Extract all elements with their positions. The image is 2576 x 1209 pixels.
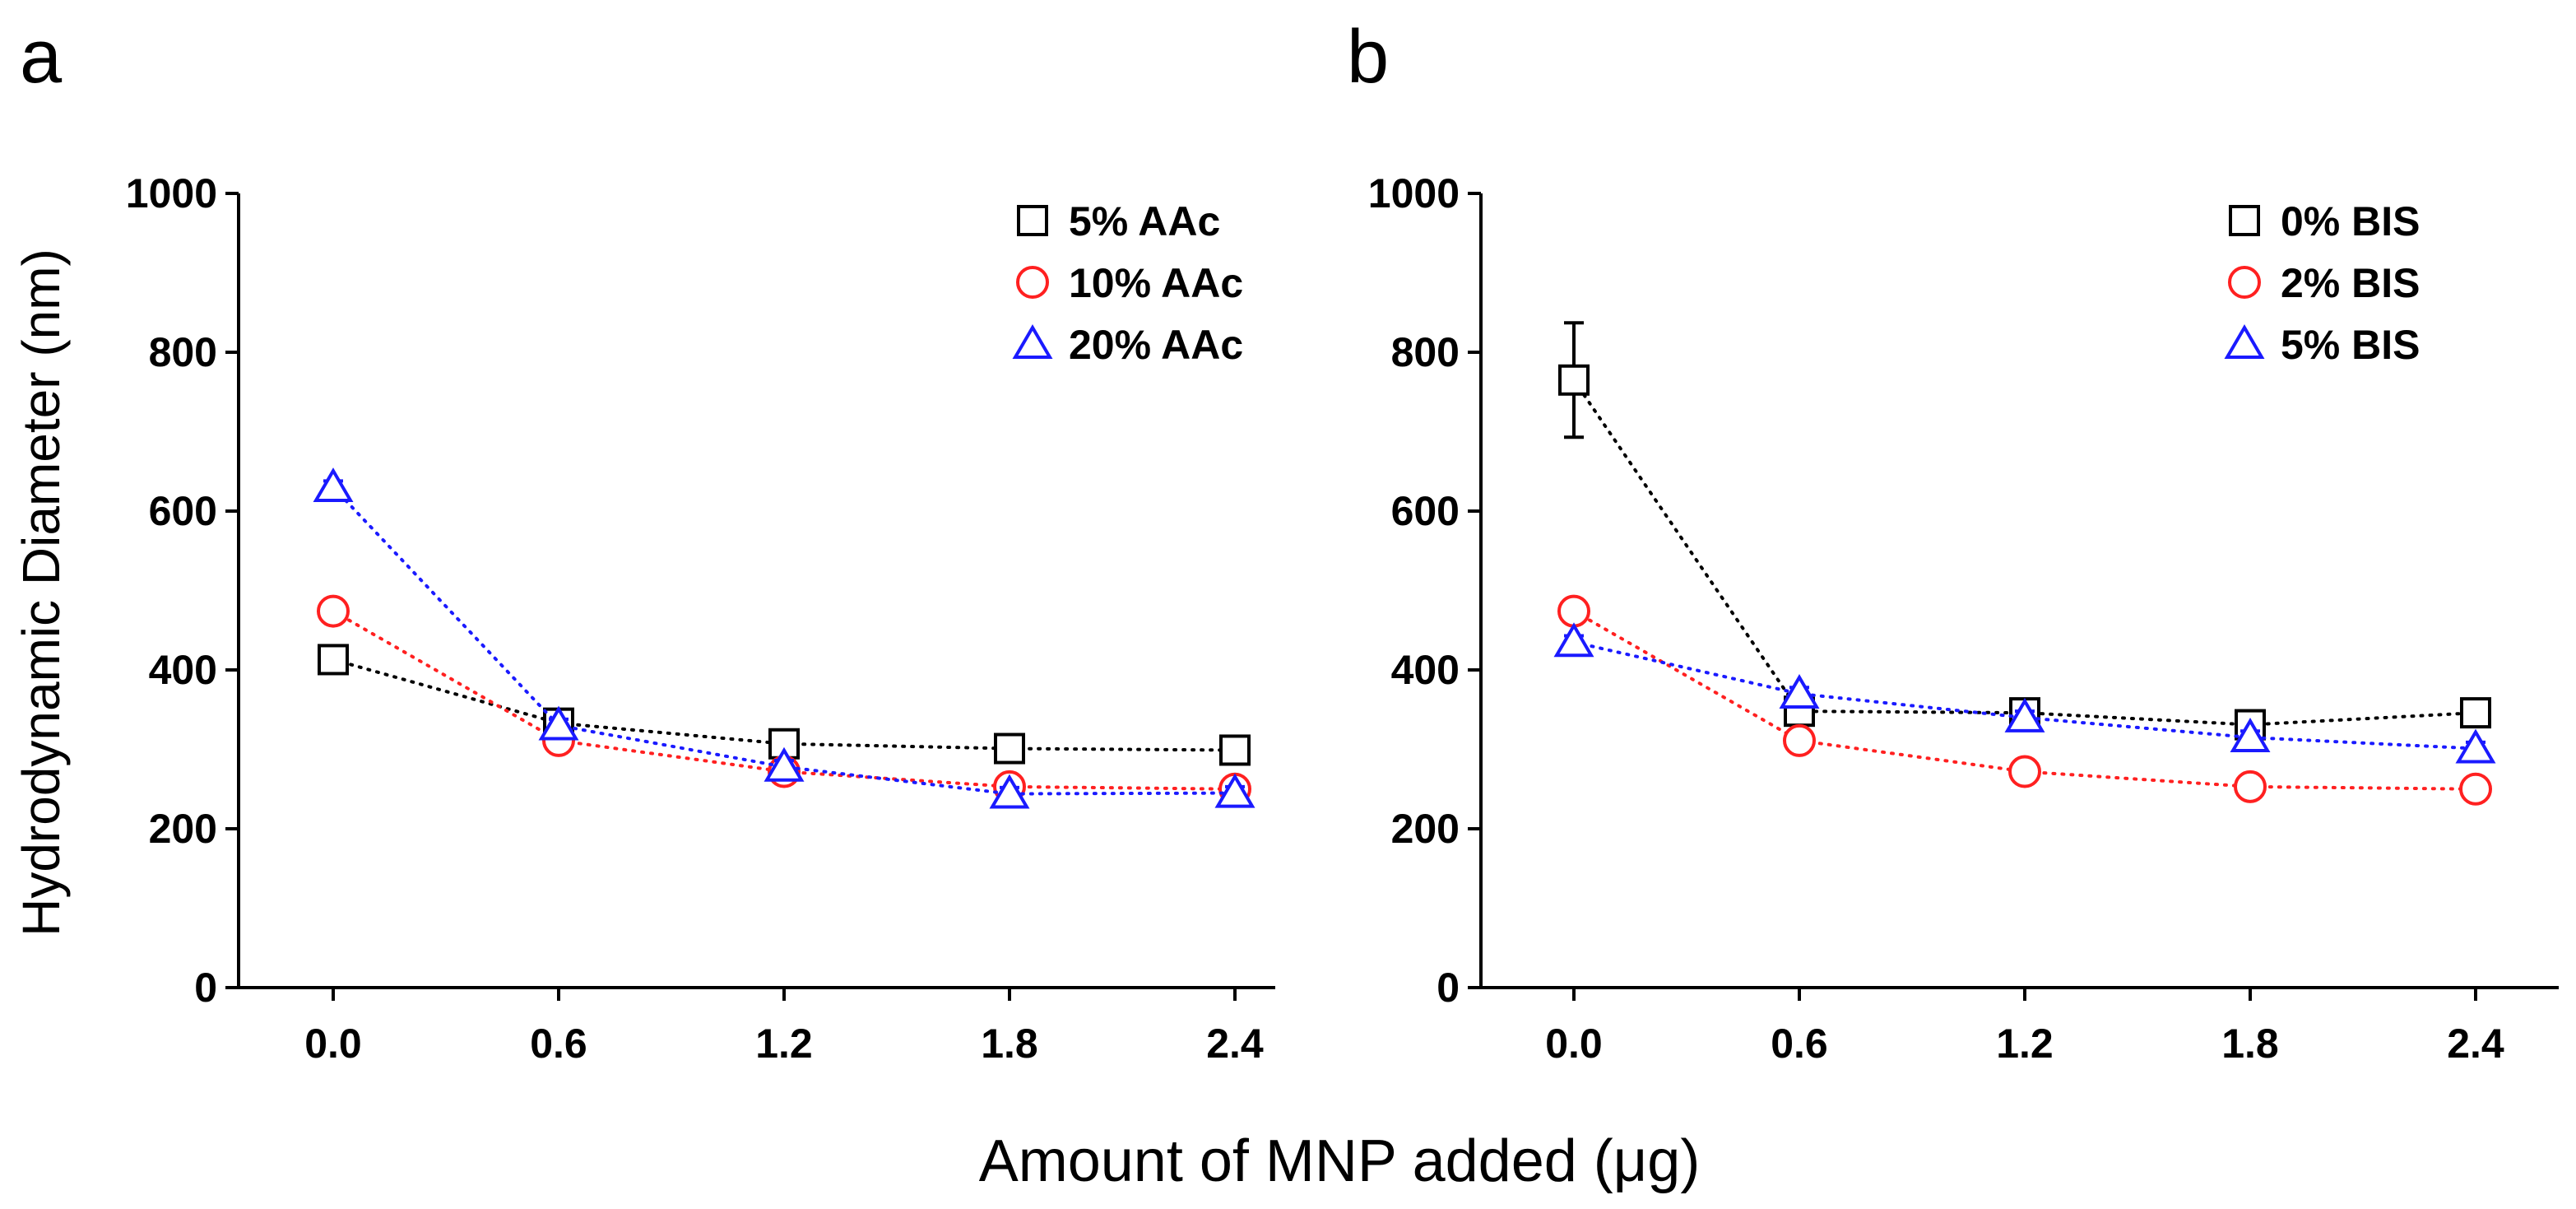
x-tick-label: 1.2 xyxy=(755,1021,813,1067)
series-20-aac xyxy=(313,467,1256,809)
x-tick-label: 1.8 xyxy=(981,1021,1038,1067)
legend-label: 5% BIS xyxy=(2281,322,2421,368)
y-tick-label: 600 xyxy=(1391,488,1460,534)
legend-marker xyxy=(2228,266,2261,299)
y-tick-label: 1000 xyxy=(126,170,217,216)
series-5-bis xyxy=(1553,622,2496,764)
data-point xyxy=(318,644,349,676)
data-point xyxy=(989,774,1030,809)
y-tick-label: 200 xyxy=(149,806,217,852)
x-tick-label: 0.6 xyxy=(1771,1021,1828,1067)
y-tick-label: 800 xyxy=(1391,329,1460,375)
legend-marker xyxy=(1012,324,1053,359)
data-point xyxy=(2460,697,2491,729)
x-tick-label: 0.6 xyxy=(530,1021,587,1067)
legend-label: 20% AAc xyxy=(1069,322,1243,368)
data-point xyxy=(1557,594,1590,628)
data-point xyxy=(2455,728,2496,764)
data-point xyxy=(1779,673,1820,709)
data-point xyxy=(1553,622,1594,658)
series-0-bis xyxy=(1558,321,2491,741)
y-tick-label: 400 xyxy=(1391,647,1460,693)
x-axis-title: Amount of MNP added (μg) xyxy=(979,1128,1701,1194)
data-point xyxy=(313,467,354,503)
series-line xyxy=(332,486,1237,796)
data-point xyxy=(1783,723,1816,757)
panel-a: a 0 200 400 600 800 1000 0.0 0.6 1.2 1.8 2.4 5% AAc… xyxy=(20,15,1275,1067)
x-tick-label: 1.8 xyxy=(2221,1021,2279,1067)
legend-marker xyxy=(1016,266,1049,299)
y-tick-label: 200 xyxy=(1391,806,1460,852)
data-point xyxy=(1558,364,1590,396)
data-point xyxy=(994,732,1025,765)
legend: 5% AAc 10% AAc 20% AAc xyxy=(1012,198,1243,368)
series-2-bis xyxy=(1557,594,2492,806)
y-tick-label: 600 xyxy=(149,488,217,534)
x-tick-label: 2.4 xyxy=(1206,1021,1264,1067)
y-tick-label: 1000 xyxy=(1368,170,1460,216)
data-point xyxy=(538,705,579,741)
x-tick-label: 1.2 xyxy=(1996,1021,2054,1067)
y-tick-label: 0 xyxy=(1437,965,1460,1011)
y-tick-label: 800 xyxy=(149,329,217,375)
series-5-aac xyxy=(318,644,1251,766)
y-tick-label: 400 xyxy=(149,647,217,693)
legend-marker xyxy=(1017,205,1048,236)
x-tick-label: 0.0 xyxy=(1545,1021,1603,1067)
x-tick-label: 0.0 xyxy=(304,1021,362,1067)
y-tick-label: 0 xyxy=(194,965,217,1011)
data-point xyxy=(317,594,350,628)
legend-marker xyxy=(2229,205,2260,236)
x-tick-label: 2.4 xyxy=(2447,1021,2504,1067)
data-point xyxy=(2004,697,2045,732)
y-axis-title: Hydrodynamic Diameter (nm) xyxy=(12,249,71,937)
panel-letter-a: a xyxy=(20,15,63,99)
series-line xyxy=(1572,640,2477,751)
data-point xyxy=(2234,770,2267,803)
data-point xyxy=(2230,718,2271,753)
legend: 0% BIS 2% BIS 5% BIS xyxy=(2224,198,2421,368)
data-point xyxy=(1219,734,1251,766)
legend-label: 2% BIS xyxy=(2281,260,2421,306)
data-point xyxy=(2008,755,2041,788)
legend-label: 5% AAc xyxy=(1069,198,1220,244)
panel-b: b 0 200 400 600 800 1000 0.0 0.6 1.2 1.8 2.4 0% BIS… xyxy=(1347,15,2559,1067)
legend-label: 0% BIS xyxy=(2281,198,2421,244)
legend-label: 10% AAc xyxy=(1069,260,1243,306)
data-point xyxy=(1214,773,1256,808)
data-point xyxy=(764,746,805,782)
panel-letter-b: b xyxy=(1347,15,1389,99)
data-point xyxy=(2459,772,2492,806)
legend-marker xyxy=(2224,324,2265,359)
